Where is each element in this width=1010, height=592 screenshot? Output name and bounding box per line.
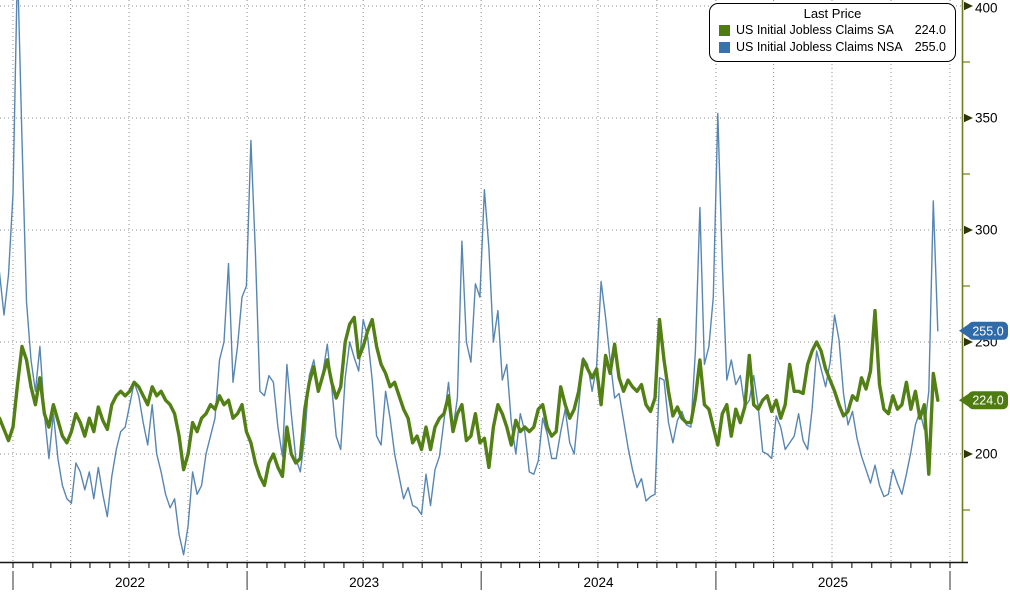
sa-series-swatch-icon bbox=[719, 24, 730, 36]
y-tick-label: 200 bbox=[975, 447, 998, 462]
nsa-series-label: US Initial Jobless Claims NSA bbox=[736, 40, 903, 55]
y-tick-arrow-icon bbox=[964, 449, 973, 459]
sa-last-price-value: 224.0 bbox=[914, 23, 946, 37]
nsa-last-price-tag: 255.0 bbox=[959, 321, 1008, 340]
gridlines bbox=[0, 0, 962, 562]
y-tick-arrow-icon bbox=[964, 1, 973, 11]
y-tick-arrow-icon bbox=[964, 113, 973, 123]
y-tick-label: 300 bbox=[975, 223, 998, 238]
chart-legend: Last Price US Initial Jobless Claims SA … bbox=[709, 3, 956, 62]
sa-series-label: US Initial Jobless Claims SA bbox=[736, 23, 894, 37]
year-label: 2023 bbox=[349, 575, 379, 590]
nsa-series-line bbox=[0, 0, 939, 556]
year-label: 2022 bbox=[115, 575, 145, 590]
svg-text:255.0: 255.0 bbox=[972, 324, 1003, 338]
legend-item-nsa[interactable]: US Initial Jobless Claims NSA 255.0 bbox=[719, 39, 946, 55]
y-tick-arrow-icon bbox=[964, 337, 973, 347]
sa-series-line bbox=[0, 308, 940, 488]
legend-item-sa[interactable]: US Initial Jobless Claims SA 224.0 bbox=[719, 22, 946, 38]
legend-title: Last Price bbox=[803, 6, 862, 21]
sa-last-price-tag: 224.0 bbox=[959, 391, 1008, 410]
year-label: 2025 bbox=[818, 575, 848, 590]
x-axis: 2022 2023 2024 2025 bbox=[0, 561, 968, 590]
nsa-series-swatch-icon bbox=[719, 41, 730, 53]
year-label: 2024 bbox=[584, 575, 615, 590]
y-tick-label: 400 bbox=[975, 1, 998, 16]
y-tick-arrow-icon bbox=[964, 225, 973, 235]
svg-text:224.0: 224.0 bbox=[972, 394, 1003, 408]
y-tick-label: 350 bbox=[975, 111, 998, 126]
nsa-last-price-value: 255.0 bbox=[914, 40, 946, 55]
